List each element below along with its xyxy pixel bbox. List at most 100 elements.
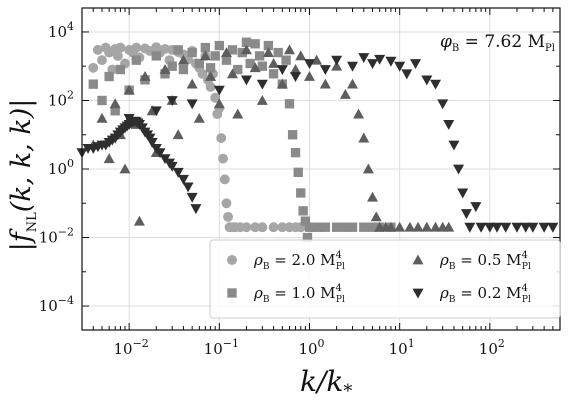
data-point <box>172 129 184 140</box>
data-point <box>464 222 476 233</box>
legend-item-1: ρB = 1.0 M4 Pl <box>227 283 345 305</box>
data-point <box>538 222 550 233</box>
data-point <box>319 78 331 89</box>
data-point <box>491 222 503 233</box>
data-point <box>287 130 298 140</box>
data-point <box>97 55 107 66</box>
data-point <box>421 221 433 232</box>
data-point <box>367 222 378 232</box>
data-point <box>268 222 279 233</box>
data-point <box>190 204 202 215</box>
legend-marker <box>412 254 424 265</box>
data-point <box>131 42 142 53</box>
data-point <box>232 108 244 119</box>
series-3 <box>76 53 559 233</box>
data-point <box>241 37 252 47</box>
data-point <box>218 153 229 164</box>
data-point <box>115 64 126 75</box>
data-point <box>277 222 288 233</box>
data-point <box>88 79 98 89</box>
data-point <box>404 221 416 232</box>
data-point <box>194 58 204 69</box>
x-tick-label: 10−2 <box>113 337 148 358</box>
data-point <box>430 79 442 90</box>
data-point <box>219 174 230 185</box>
data-point <box>547 222 559 233</box>
data-point <box>257 61 268 71</box>
legend-label: ρB = 2.0 M4 Pl <box>253 250 345 272</box>
data-point <box>221 198 232 209</box>
data-point <box>520 222 532 233</box>
data-point <box>370 211 382 222</box>
data-point <box>453 164 465 175</box>
data-point <box>187 47 197 58</box>
data-point <box>511 222 523 233</box>
y-tick-label: 10−2 <box>39 226 74 247</box>
data-point <box>367 191 379 202</box>
data-point <box>159 64 171 74</box>
data-point <box>331 222 342 232</box>
data-point <box>205 63 216 73</box>
data-point <box>200 42 211 53</box>
data-points <box>76 37 559 243</box>
data-point <box>320 222 331 232</box>
data-point <box>257 222 268 233</box>
data-point <box>347 222 358 232</box>
data-point <box>240 44 252 55</box>
data-point <box>151 51 161 61</box>
y-tick-label: 102 <box>48 88 74 109</box>
data-point <box>199 50 211 61</box>
data-point <box>308 222 318 232</box>
data-point <box>385 56 397 67</box>
data-point <box>347 78 359 89</box>
data-point <box>214 40 224 51</box>
y-tick-label: 10−4 <box>39 294 74 315</box>
data-point <box>527 222 539 233</box>
data-point <box>296 188 306 198</box>
data-point <box>295 50 307 61</box>
data-point <box>133 215 145 226</box>
data-point <box>273 47 283 58</box>
data-point <box>213 98 225 109</box>
data-point <box>167 61 177 71</box>
data-point <box>358 53 370 63</box>
data-point <box>443 221 455 232</box>
data-point <box>119 163 131 174</box>
data-point <box>401 69 413 80</box>
data-point <box>303 71 315 81</box>
axes <box>81 7 561 331</box>
svg-text:|fNL(k, k, k)|: |fNL(k, k, k)| <box>6 99 40 252</box>
data-point <box>457 188 469 199</box>
data-point <box>374 54 386 65</box>
data-point <box>460 209 472 220</box>
data-point <box>110 106 120 116</box>
series-2 <box>87 44 455 232</box>
data-point <box>500 222 512 233</box>
data-point <box>186 99 198 110</box>
data-point <box>268 69 279 79</box>
data-point <box>227 45 238 55</box>
data-point <box>112 50 123 61</box>
data-point <box>331 55 343 66</box>
data-point <box>182 182 194 193</box>
data-point <box>123 84 135 95</box>
data-point <box>109 98 121 109</box>
data-point <box>177 54 189 65</box>
data-point <box>263 40 274 51</box>
data-point <box>281 55 291 65</box>
data-point <box>283 44 295 55</box>
x-tick-label: 102 <box>479 337 505 358</box>
data-point <box>421 75 433 86</box>
series-0 <box>88 42 306 233</box>
data-point <box>97 95 107 106</box>
data-point <box>178 64 189 75</box>
data-point <box>104 71 114 82</box>
x-tick-label: 10−1 <box>204 337 239 358</box>
y-tick-label: 100 <box>48 157 74 178</box>
data-point <box>340 222 351 232</box>
data-point <box>216 133 227 144</box>
data-point <box>150 106 162 117</box>
legend-item-0: ρB = 2.0 M4 Pl <box>227 250 345 272</box>
data-point <box>250 222 261 233</box>
legend-marker <box>412 288 424 299</box>
